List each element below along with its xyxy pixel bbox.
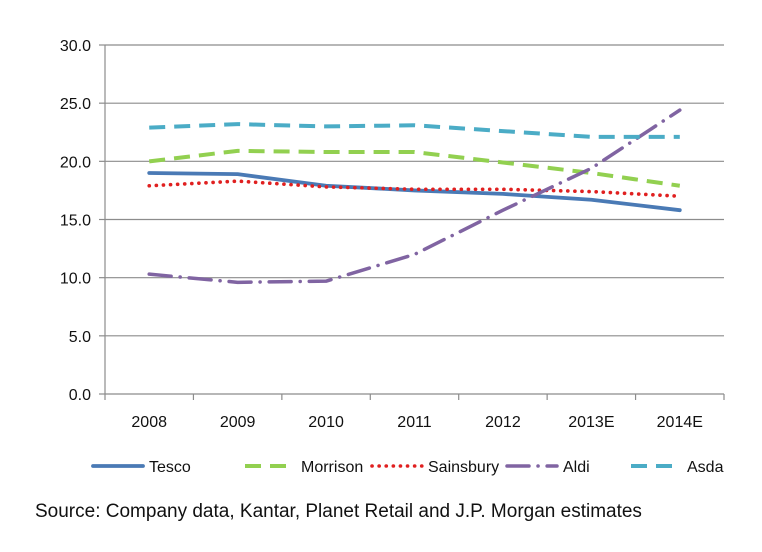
x-tick-label: 2014E xyxy=(657,414,703,431)
x-tick-label: 2008 xyxy=(131,414,167,431)
legend-label-morrison: Morrison xyxy=(301,459,363,476)
series-lines xyxy=(147,108,682,285)
series-line-tesco xyxy=(147,171,682,213)
x-tick-label: 2011 xyxy=(397,414,432,431)
y-tick-label: 0.0 xyxy=(69,387,91,404)
y-tick-label: 5.0 xyxy=(69,329,91,346)
legend-label-sainsbury: Sainsbury xyxy=(428,459,499,476)
x-tick-label: 2010 xyxy=(308,414,344,431)
line-chart: 0.05.010.015.020.025.030.0 2008 2009 2010 2… xyxy=(60,38,725,476)
legend-label-tesco: Tesco xyxy=(149,459,191,476)
legend-label-asda: Asda xyxy=(687,459,724,476)
y-axis-tick-labels: 0.0 5.0 10.0 15.0 20.0 25.0 30.0 xyxy=(60,38,91,404)
source-note: Source: Company data, Kantar, Planet Ret… xyxy=(35,501,642,522)
y-tick-label: 25.0 xyxy=(60,96,91,113)
x-tick-label: 2009 xyxy=(220,414,256,431)
legend: Tesco Morrison Sainsbury Aldi Asda xyxy=(91,459,724,476)
y-tick-label: 15.0 xyxy=(60,213,91,230)
y-tick-label: 30.0 xyxy=(60,38,91,55)
series-line-asda xyxy=(149,122,680,139)
y-tick-label: 10.0 xyxy=(60,271,91,288)
legend-label-aldi: Aldi xyxy=(563,459,590,476)
series-line-morrison xyxy=(148,148,681,188)
x-tick-label: 2012 xyxy=(485,414,521,431)
y-tick-label: 20.0 xyxy=(60,154,91,171)
x-axis-tick-labels: 2008 2009 2010 2011 2012 2013E 2014E xyxy=(131,414,703,431)
axes xyxy=(99,44,725,400)
x-tick-label: 2013E xyxy=(568,414,614,431)
gridlines xyxy=(105,44,724,337)
